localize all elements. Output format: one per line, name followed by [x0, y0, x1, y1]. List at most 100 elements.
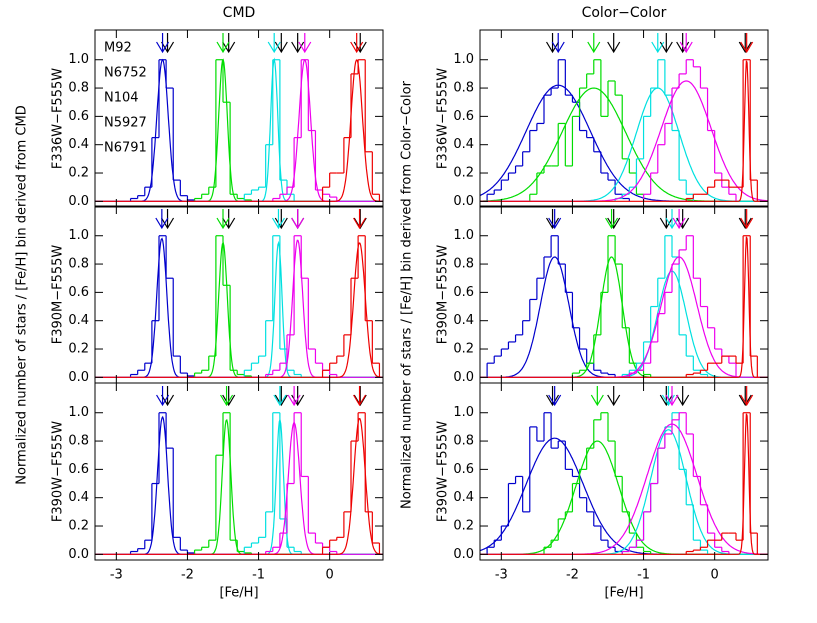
- y-tick-label: 1.0: [68, 228, 89, 243]
- y-tick-label: 0.4: [68, 490, 89, 505]
- gaussian-fit: [480, 60, 768, 202]
- legend-entry: N6791: [104, 141, 147, 156]
- mean-arrow: [350, 33, 364, 54]
- y-axis-label: F390W−F555W: [51, 421, 66, 522]
- panel-title: Color−Color: [582, 5, 667, 21]
- panel: 0.0 0.2 0.4 0.6 0.8 1.0 Color−Color F336W−F555W…: [400, 5, 769, 509]
- mean-arrow: [216, 33, 230, 54]
- mean-arrow: [605, 209, 619, 230]
- x-tick-label: -2: [181, 568, 194, 583]
- mean-arrow: [672, 209, 686, 230]
- x-tick-label: 0: [326, 568, 334, 583]
- gaussian-fit: [95, 59, 383, 202]
- y-tick-label: 0.8: [453, 257, 474, 272]
- gaussian-fit: [480, 87, 768, 202]
- x-tick-label: -1: [637, 568, 650, 583]
- mean-arrow: [155, 209, 169, 230]
- gaussian-fit: [95, 242, 383, 378]
- plot-area: [95, 57, 383, 202]
- x-axis-label: [Fe/H]: [604, 586, 643, 601]
- x-tick-label: -3: [110, 568, 123, 583]
- gaussian-fit: [480, 256, 768, 378]
- y-tick-label: 0.2: [453, 342, 474, 357]
- mean-arrow: [353, 386, 367, 407]
- y-tick-label: 1.0: [68, 405, 89, 420]
- panel-title: CMD: [223, 5, 256, 21]
- reference-arrow: [659, 33, 673, 54]
- panel-frame: [94, 382, 384, 561]
- panel-frame: [479, 29, 769, 208]
- y-axis-label: F390M−F555W: [436, 245, 451, 345]
- gaussian-fit: [480, 80, 768, 202]
- mean-arrow: [271, 209, 285, 230]
- mean-arrow: [156, 33, 170, 54]
- reference-arrow: [291, 386, 305, 407]
- reference-arrow: [353, 209, 367, 230]
- y-tick-label: 0.2: [453, 519, 474, 534]
- side-label: Normalized number of stars / [Fe/H] bin …: [15, 105, 30, 484]
- mean-arrow: [353, 209, 367, 230]
- y-tick-label: 0.2: [68, 166, 89, 181]
- y-tick-label: 0.4: [453, 313, 474, 328]
- reference-arrow: [353, 33, 367, 54]
- gaussian-fit: [480, 84, 768, 202]
- panel-frame: [479, 382, 769, 561]
- gaussian-fit: [95, 59, 383, 202]
- reference-arrow: [676, 33, 690, 54]
- y-tick-label: 0.0: [68, 547, 89, 562]
- mean-arrow: [551, 33, 565, 54]
- y-tick-label: 1.0: [453, 52, 474, 67]
- plot-area: [480, 412, 768, 555]
- gaussian-fit: [480, 87, 768, 202]
- y-tick-label: 0.4: [68, 313, 89, 328]
- reference-arrow: [353, 386, 367, 407]
- gaussian-fit: [95, 241, 383, 378]
- mean-arrow: [216, 209, 230, 230]
- y-tick-label: 0.8: [453, 434, 474, 449]
- reference-arrow: [274, 209, 288, 230]
- mean-arrow: [740, 209, 754, 230]
- mean-arrow: [548, 209, 562, 230]
- y-axis-label: F390M−F555W: [51, 245, 66, 345]
- mean-arrow: [291, 209, 305, 230]
- reference-arrow: [274, 33, 288, 54]
- y-tick-label: 0.6: [68, 109, 89, 124]
- reference-arrow: [676, 386, 690, 407]
- mean-arrow: [740, 33, 754, 54]
- plot-area: [95, 235, 383, 378]
- y-tick-label: 0.8: [68, 81, 89, 96]
- y-tick-label: 0.6: [453, 109, 474, 124]
- gaussian-fit: [480, 236, 768, 378]
- legend-entry: M92: [104, 41, 132, 56]
- gaussian-fit: [95, 240, 383, 378]
- reference-arrow: [161, 33, 175, 54]
- y-tick-label: 0.8: [68, 434, 89, 449]
- gaussian-fit: [95, 418, 383, 555]
- mean-arrow: [287, 386, 301, 407]
- y-tick-label: 0.6: [453, 285, 474, 300]
- reference-arrow: [676, 209, 690, 230]
- mean-arrow: [665, 209, 679, 230]
- mean-arrow: [590, 386, 604, 407]
- mean-arrow: [220, 386, 234, 407]
- x-tick-label: -1: [252, 568, 265, 583]
- reference-arrow: [291, 33, 305, 54]
- gaussian-fit: [95, 417, 383, 555]
- mean-arrow: [156, 386, 170, 407]
- y-tick-label: 0.2: [68, 519, 89, 534]
- y-tick-label: 0.0: [68, 370, 89, 385]
- y-tick-label: 0.0: [453, 370, 474, 385]
- y-tick-label: 0.8: [68, 257, 89, 272]
- reference-arrow: [161, 386, 175, 407]
- panel-frame: [94, 29, 384, 208]
- mean-arrow: [587, 33, 601, 54]
- mean-arrow: [679, 33, 693, 54]
- y-axis-label: F336W−F555W: [436, 68, 451, 169]
- plot-area: [480, 59, 768, 202]
- y-tick-label: 0.0: [68, 194, 89, 209]
- y-tick-label: 0.2: [68, 342, 89, 357]
- gaussian-fit: [95, 422, 383, 555]
- panel: 0.0 0.2 0.4 0.6 0.8 1.0 CMD F336W−F555W Normaliz…: [15, 5, 384, 485]
